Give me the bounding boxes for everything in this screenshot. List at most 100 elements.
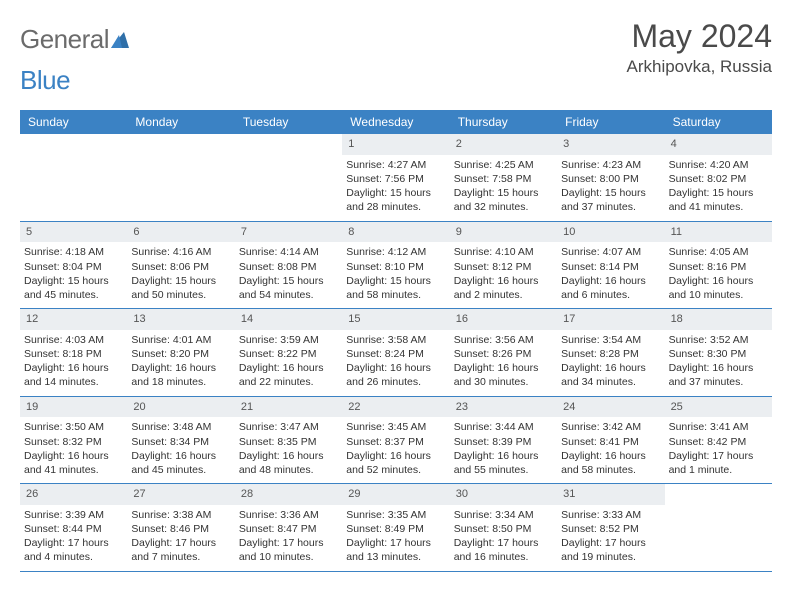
sunset-text: Sunset: 8:18 PM: [24, 347, 123, 361]
day-number: 6: [127, 222, 234, 243]
day-number: 3: [557, 134, 664, 155]
day-number: 13: [127, 309, 234, 330]
sunrise-text: Sunrise: 3:45 AM: [346, 420, 445, 434]
cell-body: Sunrise: 4:20 AMSunset: 8:02 PMDaylight:…: [665, 155, 772, 221]
cell-body: Sunrise: 4:14 AMSunset: 8:08 PMDaylight:…: [235, 242, 342, 308]
sunset-text: Sunset: 8:24 PM: [346, 347, 445, 361]
day-number: 2: [450, 134, 557, 155]
day-number: 30: [450, 484, 557, 505]
cell-body: Sunrise: 4:18 AMSunset: 8:04 PMDaylight:…: [20, 242, 127, 308]
calendar-cell: 23Sunrise: 3:44 AMSunset: 8:39 PMDayligh…: [450, 397, 557, 484]
cell-body: Sunrise: 4:16 AMSunset: 8:06 PMDaylight:…: [127, 242, 234, 308]
calendar-cell: 1Sunrise: 4:27 AMSunset: 7:56 PMDaylight…: [342, 134, 449, 221]
sunset-text: Sunset: 8:44 PM: [24, 522, 123, 536]
daylight-text: Daylight: 16 hours and 58 minutes.: [561, 449, 660, 477]
sunset-text: Sunset: 8:42 PM: [669, 435, 768, 449]
calendar-cell: 7Sunrise: 4:14 AMSunset: 8:08 PMDaylight…: [235, 222, 342, 309]
daylight-text: Daylight: 16 hours and 41 minutes.: [24, 449, 123, 477]
cell-body: Sunrise: 4:03 AMSunset: 8:18 PMDaylight:…: [20, 330, 127, 396]
cell-body: Sunrise: 4:07 AMSunset: 8:14 PMDaylight:…: [557, 242, 664, 308]
day-header: Wednesday: [342, 110, 449, 134]
daylight-text: Daylight: 16 hours and 45 minutes.: [131, 449, 230, 477]
day-number: 9: [450, 222, 557, 243]
cell-body: Sunrise: 4:12 AMSunset: 8:10 PMDaylight:…: [342, 242, 449, 308]
calendar-cell: 3Sunrise: 4:23 AMSunset: 8:00 PMDaylight…: [557, 134, 664, 221]
calendar-cell: 9Sunrise: 4:10 AMSunset: 8:12 PMDaylight…: [450, 222, 557, 309]
daylight-text: Daylight: 16 hours and 48 minutes.: [239, 449, 338, 477]
calendar-week: 12Sunrise: 4:03 AMSunset: 8:18 PMDayligh…: [20, 309, 772, 397]
sunrise-text: Sunrise: 4:20 AM: [669, 158, 768, 172]
cell-body: Sunrise: 3:47 AMSunset: 8:35 PMDaylight:…: [235, 417, 342, 483]
daylight-text: Daylight: 15 hours and 54 minutes.: [239, 274, 338, 302]
sunrise-text: Sunrise: 3:44 AM: [454, 420, 553, 434]
sunrise-text: Sunrise: 3:33 AM: [561, 508, 660, 522]
cell-body: Sunrise: 3:45 AMSunset: 8:37 PMDaylight:…: [342, 417, 449, 483]
cell-body: Sunrise: 3:56 AMSunset: 8:26 PMDaylight:…: [450, 330, 557, 396]
daylight-text: Daylight: 15 hours and 58 minutes.: [346, 274, 445, 302]
calendar-cell: 4Sunrise: 4:20 AMSunset: 8:02 PMDaylight…: [665, 134, 772, 221]
daylight-text: Daylight: 17 hours and 7 minutes.: [131, 536, 230, 564]
daylight-text: Daylight: 17 hours and 19 minutes.: [561, 536, 660, 564]
sunrise-text: Sunrise: 4:25 AM: [454, 158, 553, 172]
day-number: 4: [665, 134, 772, 155]
sunrise-text: Sunrise: 3:54 AM: [561, 333, 660, 347]
sunrise-text: Sunrise: 3:58 AM: [346, 333, 445, 347]
calendar-cell: 18Sunrise: 3:52 AMSunset: 8:30 PMDayligh…: [665, 309, 772, 396]
sunrise-text: Sunrise: 3:48 AM: [131, 420, 230, 434]
cell-body: Sunrise: 3:44 AMSunset: 8:39 PMDaylight:…: [450, 417, 557, 483]
cell-body: Sunrise: 3:34 AMSunset: 8:50 PMDaylight:…: [450, 505, 557, 571]
calendar-cell: 31Sunrise: 3:33 AMSunset: 8:52 PMDayligh…: [557, 484, 664, 571]
sunrise-text: Sunrise: 4:27 AM: [346, 158, 445, 172]
daylight-text: Daylight: 16 hours and 18 minutes.: [131, 361, 230, 389]
day-number: 22: [342, 397, 449, 418]
calendar-cell: 26Sunrise: 3:39 AMSunset: 8:44 PMDayligh…: [20, 484, 127, 571]
sunrise-text: Sunrise: 3:56 AM: [454, 333, 553, 347]
day-number: 7: [235, 222, 342, 243]
day-number: 11: [665, 222, 772, 243]
calendar-week: 19Sunrise: 3:50 AMSunset: 8:32 PMDayligh…: [20, 397, 772, 485]
cell-body: Sunrise: 3:36 AMSunset: 8:47 PMDaylight:…: [235, 505, 342, 571]
sunrise-text: Sunrise: 4:01 AM: [131, 333, 230, 347]
calendar-week: 5Sunrise: 4:18 AMSunset: 8:04 PMDaylight…: [20, 222, 772, 310]
daylight-text: Daylight: 16 hours and 55 minutes.: [454, 449, 553, 477]
calendar: SundayMondayTuesdayWednesdayThursdayFrid…: [20, 110, 772, 572]
sunset-text: Sunset: 8:34 PM: [131, 435, 230, 449]
calendar-cell: 10Sunrise: 4:07 AMSunset: 8:14 PMDayligh…: [557, 222, 664, 309]
day-number: 21: [235, 397, 342, 418]
sunrise-text: Sunrise: 3:52 AM: [669, 333, 768, 347]
day-number: 17: [557, 309, 664, 330]
calendar-cell: [127, 134, 234, 221]
sunset-text: Sunset: 8:00 PM: [561, 172, 660, 186]
calendar-cell: 29Sunrise: 3:35 AMSunset: 8:49 PMDayligh…: [342, 484, 449, 571]
sunset-text: Sunset: 8:26 PM: [454, 347, 553, 361]
day-number: 23: [450, 397, 557, 418]
daylight-text: Daylight: 16 hours and 6 minutes.: [561, 274, 660, 302]
day-number: 15: [342, 309, 449, 330]
day-header: Saturday: [665, 110, 772, 134]
daylight-text: Daylight: 16 hours and 10 minutes.: [669, 274, 768, 302]
calendar-cell: 6Sunrise: 4:16 AMSunset: 8:06 PMDaylight…: [127, 222, 234, 309]
day-number: 19: [20, 397, 127, 418]
title-block: May 2024 Arkhipovka, Russia: [626, 18, 772, 77]
calendar-cell: [235, 134, 342, 221]
calendar-cell: 27Sunrise: 3:38 AMSunset: 8:46 PMDayligh…: [127, 484, 234, 571]
sunrise-text: Sunrise: 3:59 AM: [239, 333, 338, 347]
calendar-cell: 8Sunrise: 4:12 AMSunset: 8:10 PMDaylight…: [342, 222, 449, 309]
sunset-text: Sunset: 8:47 PM: [239, 522, 338, 536]
daylight-text: Daylight: 16 hours and 37 minutes.: [669, 361, 768, 389]
sunset-text: Sunset: 8:46 PM: [131, 522, 230, 536]
sunset-text: Sunset: 8:41 PM: [561, 435, 660, 449]
day-header: Friday: [557, 110, 664, 134]
sunrise-text: Sunrise: 4:16 AM: [131, 245, 230, 259]
day-header: Monday: [127, 110, 234, 134]
cell-body: Sunrise: 3:38 AMSunset: 8:46 PMDaylight:…: [127, 505, 234, 571]
day-number: 12: [20, 309, 127, 330]
cell-body: Sunrise: 4:25 AMSunset: 7:58 PMDaylight:…: [450, 155, 557, 221]
sunset-text: Sunset: 7:58 PM: [454, 172, 553, 186]
sunset-text: Sunset: 8:14 PM: [561, 260, 660, 274]
calendar-cell: 25Sunrise: 3:41 AMSunset: 8:42 PMDayligh…: [665, 397, 772, 484]
sunset-text: Sunset: 7:56 PM: [346, 172, 445, 186]
daylight-text: Daylight: 16 hours and 34 minutes.: [561, 361, 660, 389]
calendar-cell: 20Sunrise: 3:48 AMSunset: 8:34 PMDayligh…: [127, 397, 234, 484]
day-number: [127, 134, 234, 155]
